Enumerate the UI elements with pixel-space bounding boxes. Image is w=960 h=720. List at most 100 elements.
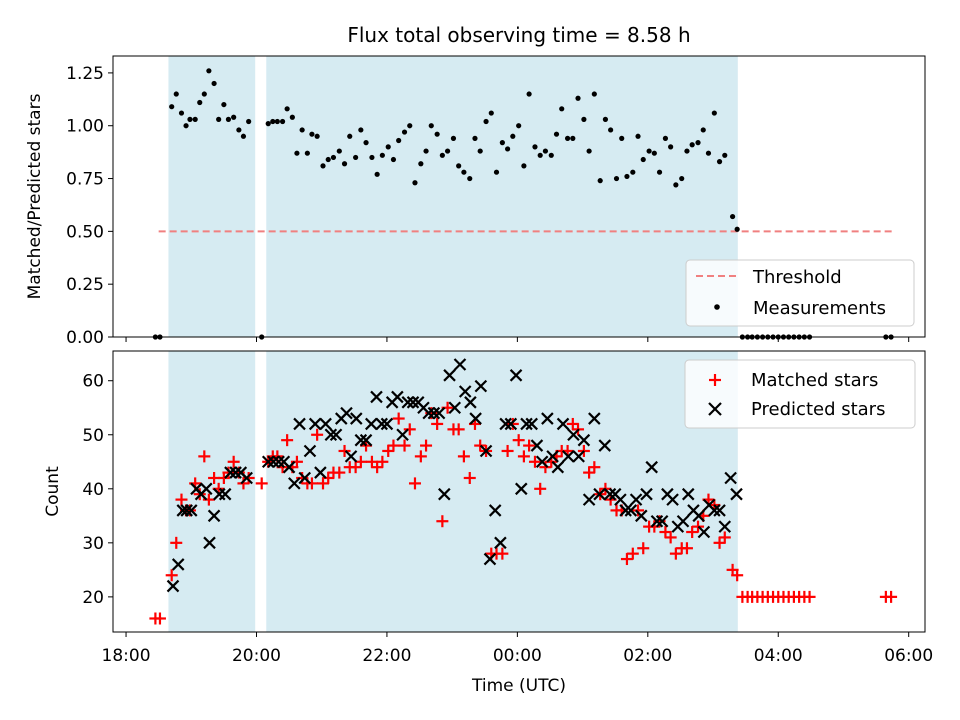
shaded-interval bbox=[168, 351, 256, 632]
predicted-star-marker bbox=[619, 504, 632, 517]
matched-star-marker bbox=[506, 417, 519, 430]
legend-predicted-label: Predicted stars bbox=[751, 399, 885, 420]
measurement-point bbox=[510, 133, 516, 139]
marker-stroke bbox=[541, 412, 554, 425]
marker-stroke bbox=[515, 482, 528, 496]
marker-stroke bbox=[614, 493, 627, 506]
marker-stroke bbox=[224, 466, 237, 479]
predicted-star-marker bbox=[314, 466, 327, 479]
marker-stroke bbox=[556, 417, 570, 431]
measurement-point bbox=[401, 129, 408, 135]
marker-stroke bbox=[561, 450, 575, 463]
measurement-point bbox=[602, 116, 609, 122]
predicted-star-marker bbox=[349, 412, 363, 425]
matched-star-marker bbox=[534, 482, 547, 495]
bottom-shaded-intervals bbox=[168, 351, 738, 632]
marker-stroke bbox=[603, 487, 617, 501]
matched-star-marker bbox=[632, 504, 645, 517]
predicted-star-marker bbox=[432, 406, 446, 420]
predicted-star-markers bbox=[166, 358, 743, 593]
marker-stroke bbox=[483, 552, 497, 566]
measurement-point bbox=[635, 133, 641, 139]
measurement-point bbox=[192, 116, 198, 122]
measurement-point bbox=[221, 101, 227, 108]
predicted-star-marker bbox=[438, 487, 451, 501]
predicted-star-marker bbox=[499, 417, 512, 431]
measurement-point bbox=[309, 131, 315, 137]
marker-stroke bbox=[629, 493, 643, 506]
predicted-star-marker bbox=[582, 493, 596, 506]
predicted-star-marker bbox=[546, 450, 559, 463]
matched-star-marker bbox=[718, 531, 731, 544]
matched-star-marker bbox=[227, 455, 240, 468]
matched-star-marker bbox=[398, 439, 411, 452]
measurement-point bbox=[320, 163, 326, 169]
measurement-point bbox=[553, 131, 560, 137]
top-legend: Threshold Measurements bbox=[685, 259, 915, 327]
matched-star-marker bbox=[382, 444, 395, 457]
matched-star-marker bbox=[255, 477, 268, 490]
marker-stroke bbox=[504, 417, 518, 431]
marker-stroke bbox=[344, 450, 358, 463]
marker-stroke bbox=[171, 558, 185, 571]
matched-star-marker bbox=[420, 439, 433, 452]
measurement-point bbox=[477, 148, 483, 154]
marker-stroke bbox=[354, 433, 368, 447]
matched-star-marker bbox=[237, 477, 250, 490]
marker-stroke bbox=[572, 450, 585, 463]
predicted-star-marker bbox=[515, 482, 528, 496]
matched-star-marker bbox=[501, 444, 514, 457]
marker-stroke bbox=[718, 520, 732, 533]
marker-stroke bbox=[582, 493, 596, 506]
marker-stroke bbox=[624, 504, 638, 517]
y-tick-label: 60 bbox=[82, 372, 104, 392]
y-tick-label: 0.25 bbox=[66, 275, 104, 295]
predicted-star-marker bbox=[319, 417, 332, 431]
measurement-point bbox=[624, 173, 630, 180]
marker-stroke bbox=[499, 417, 512, 431]
matched-star-marker bbox=[523, 439, 536, 452]
measurement-point bbox=[341, 161, 348, 167]
marker-stroke bbox=[640, 487, 653, 501]
predicted-star-marker bbox=[469, 412, 482, 425]
marker-stroke bbox=[593, 487, 606, 501]
matched-star-marker bbox=[338, 444, 351, 457]
predicted-star-marker bbox=[479, 444, 493, 458]
predicted-star-marker bbox=[708, 504, 721, 517]
matched-star-marker bbox=[692, 520, 705, 533]
bottom-legend-box bbox=[684, 359, 916, 429]
marker-stroke bbox=[166, 579, 180, 593]
shaded-interval bbox=[266, 56, 738, 337]
matched-star-marker bbox=[731, 569, 744, 582]
matched-star-marker bbox=[659, 526, 672, 539]
top-y-axis: 0.00 0.25 0.50 0.75 1.00 1.25 bbox=[66, 64, 113, 348]
marker-stroke bbox=[184, 504, 198, 517]
measurement-point bbox=[407, 123, 413, 129]
marker-stroke bbox=[207, 509, 221, 523]
marker-stroke bbox=[692, 509, 705, 523]
measurement-point bbox=[668, 144, 674, 150]
measurement-point bbox=[729, 213, 736, 220]
measurement-point bbox=[586, 148, 592, 154]
marker-stroke bbox=[203, 536, 216, 550]
measurement-point bbox=[461, 169, 467, 175]
matched-star-marker bbox=[457, 450, 470, 463]
matched-star-marker bbox=[317, 477, 330, 490]
legend-threshold-label: Threshold bbox=[752, 267, 842, 288]
measurement-point bbox=[197, 99, 203, 106]
legend-matched-label: Matched stars bbox=[751, 370, 878, 391]
measurement-point bbox=[187, 116, 193, 122]
predicted-star-marker bbox=[520, 417, 533, 431]
y-tick-label: 1.00 bbox=[66, 117, 104, 137]
marker-stroke bbox=[645, 460, 659, 474]
measurement-point bbox=[225, 116, 232, 122]
matched-star-marker bbox=[512, 434, 525, 447]
marker-stroke bbox=[453, 358, 467, 371]
legend-matched-swatch bbox=[709, 374, 721, 386]
measurement-point bbox=[559, 106, 565, 112]
x-tick-label: 22:00 bbox=[362, 646, 411, 666]
predicted-star-marker bbox=[199, 482, 213, 496]
y-tick-label: 0.00 bbox=[66, 328, 104, 348]
marker-stroke bbox=[406, 396, 420, 409]
